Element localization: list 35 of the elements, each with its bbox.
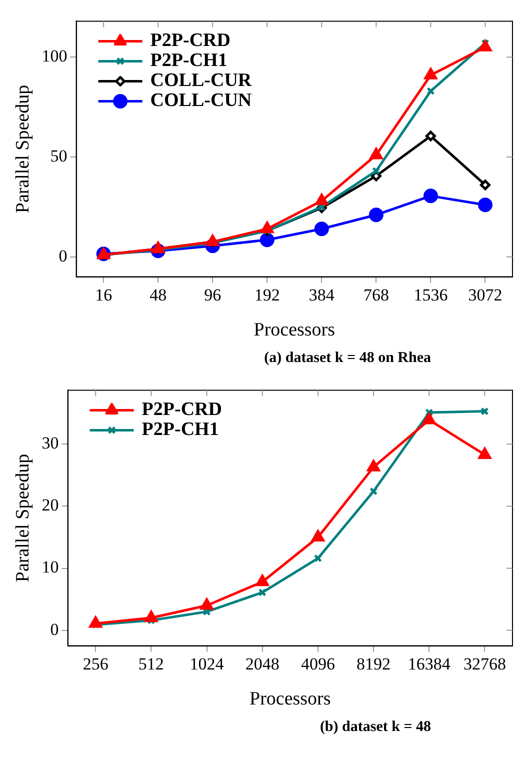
legend-label: P2P-CH1 — [150, 50, 228, 72]
legend-label: P2P-CRD — [150, 30, 231, 52]
x-tick-label: 3072 — [468, 285, 502, 304]
x-axis-title: Processors — [254, 320, 336, 341]
x-tick-label: 96 — [204, 285, 222, 304]
y-axis-title: Parallel Speedup — [12, 454, 34, 582]
y-tick-label: 20 — [42, 496, 59, 515]
x-tick-label: 2048 — [245, 654, 280, 674]
y-tick-label: 0 — [58, 246, 68, 266]
x-tick-label: 32768 — [463, 654, 506, 674]
x-tick-label: 16384 — [408, 654, 451, 674]
legend-label: P2P-CH1 — [142, 419, 219, 440]
x-tick-label: 16 — [95, 285, 112, 304]
x-axis-title: Processors — [250, 688, 331, 710]
text: (b) dataset k = 48 — [318, 719, 432, 736]
legend-label: P2P-CRD — [142, 399, 222, 420]
y-tick-label: 0 — [50, 620, 59, 639]
text: (a) dataset k = 48 on Rhea — [263, 350, 432, 367]
y-tick-label: 10 — [42, 558, 59, 577]
x-tick-label: 1536 — [414, 285, 448, 304]
y-tick-label: 100 — [42, 46, 68, 66]
x-tick-label: 256 — [82, 654, 108, 674]
x-tick-label: 384 — [308, 285, 335, 304]
y-tick-label: 50 — [50, 146, 68, 166]
legend-label: COLL-CUN — [150, 90, 252, 112]
x-tick-label: 512 — [138, 654, 164, 674]
x-tick-label: 48 — [150, 285, 167, 304]
x-tick-label: 192 — [254, 285, 280, 304]
legend-label: COLL-CUR — [150, 70, 252, 92]
x-tick-label: 768 — [363, 285, 389, 304]
x-tick-label: 4096 — [300, 654, 335, 674]
y-tick-label: 30 — [42, 434, 59, 453]
x-tick-label: 1024 — [190, 654, 224, 674]
y-axis-title: Parallel Speedup — [12, 84, 34, 214]
x-tick-label: 8192 — [356, 654, 391, 674]
